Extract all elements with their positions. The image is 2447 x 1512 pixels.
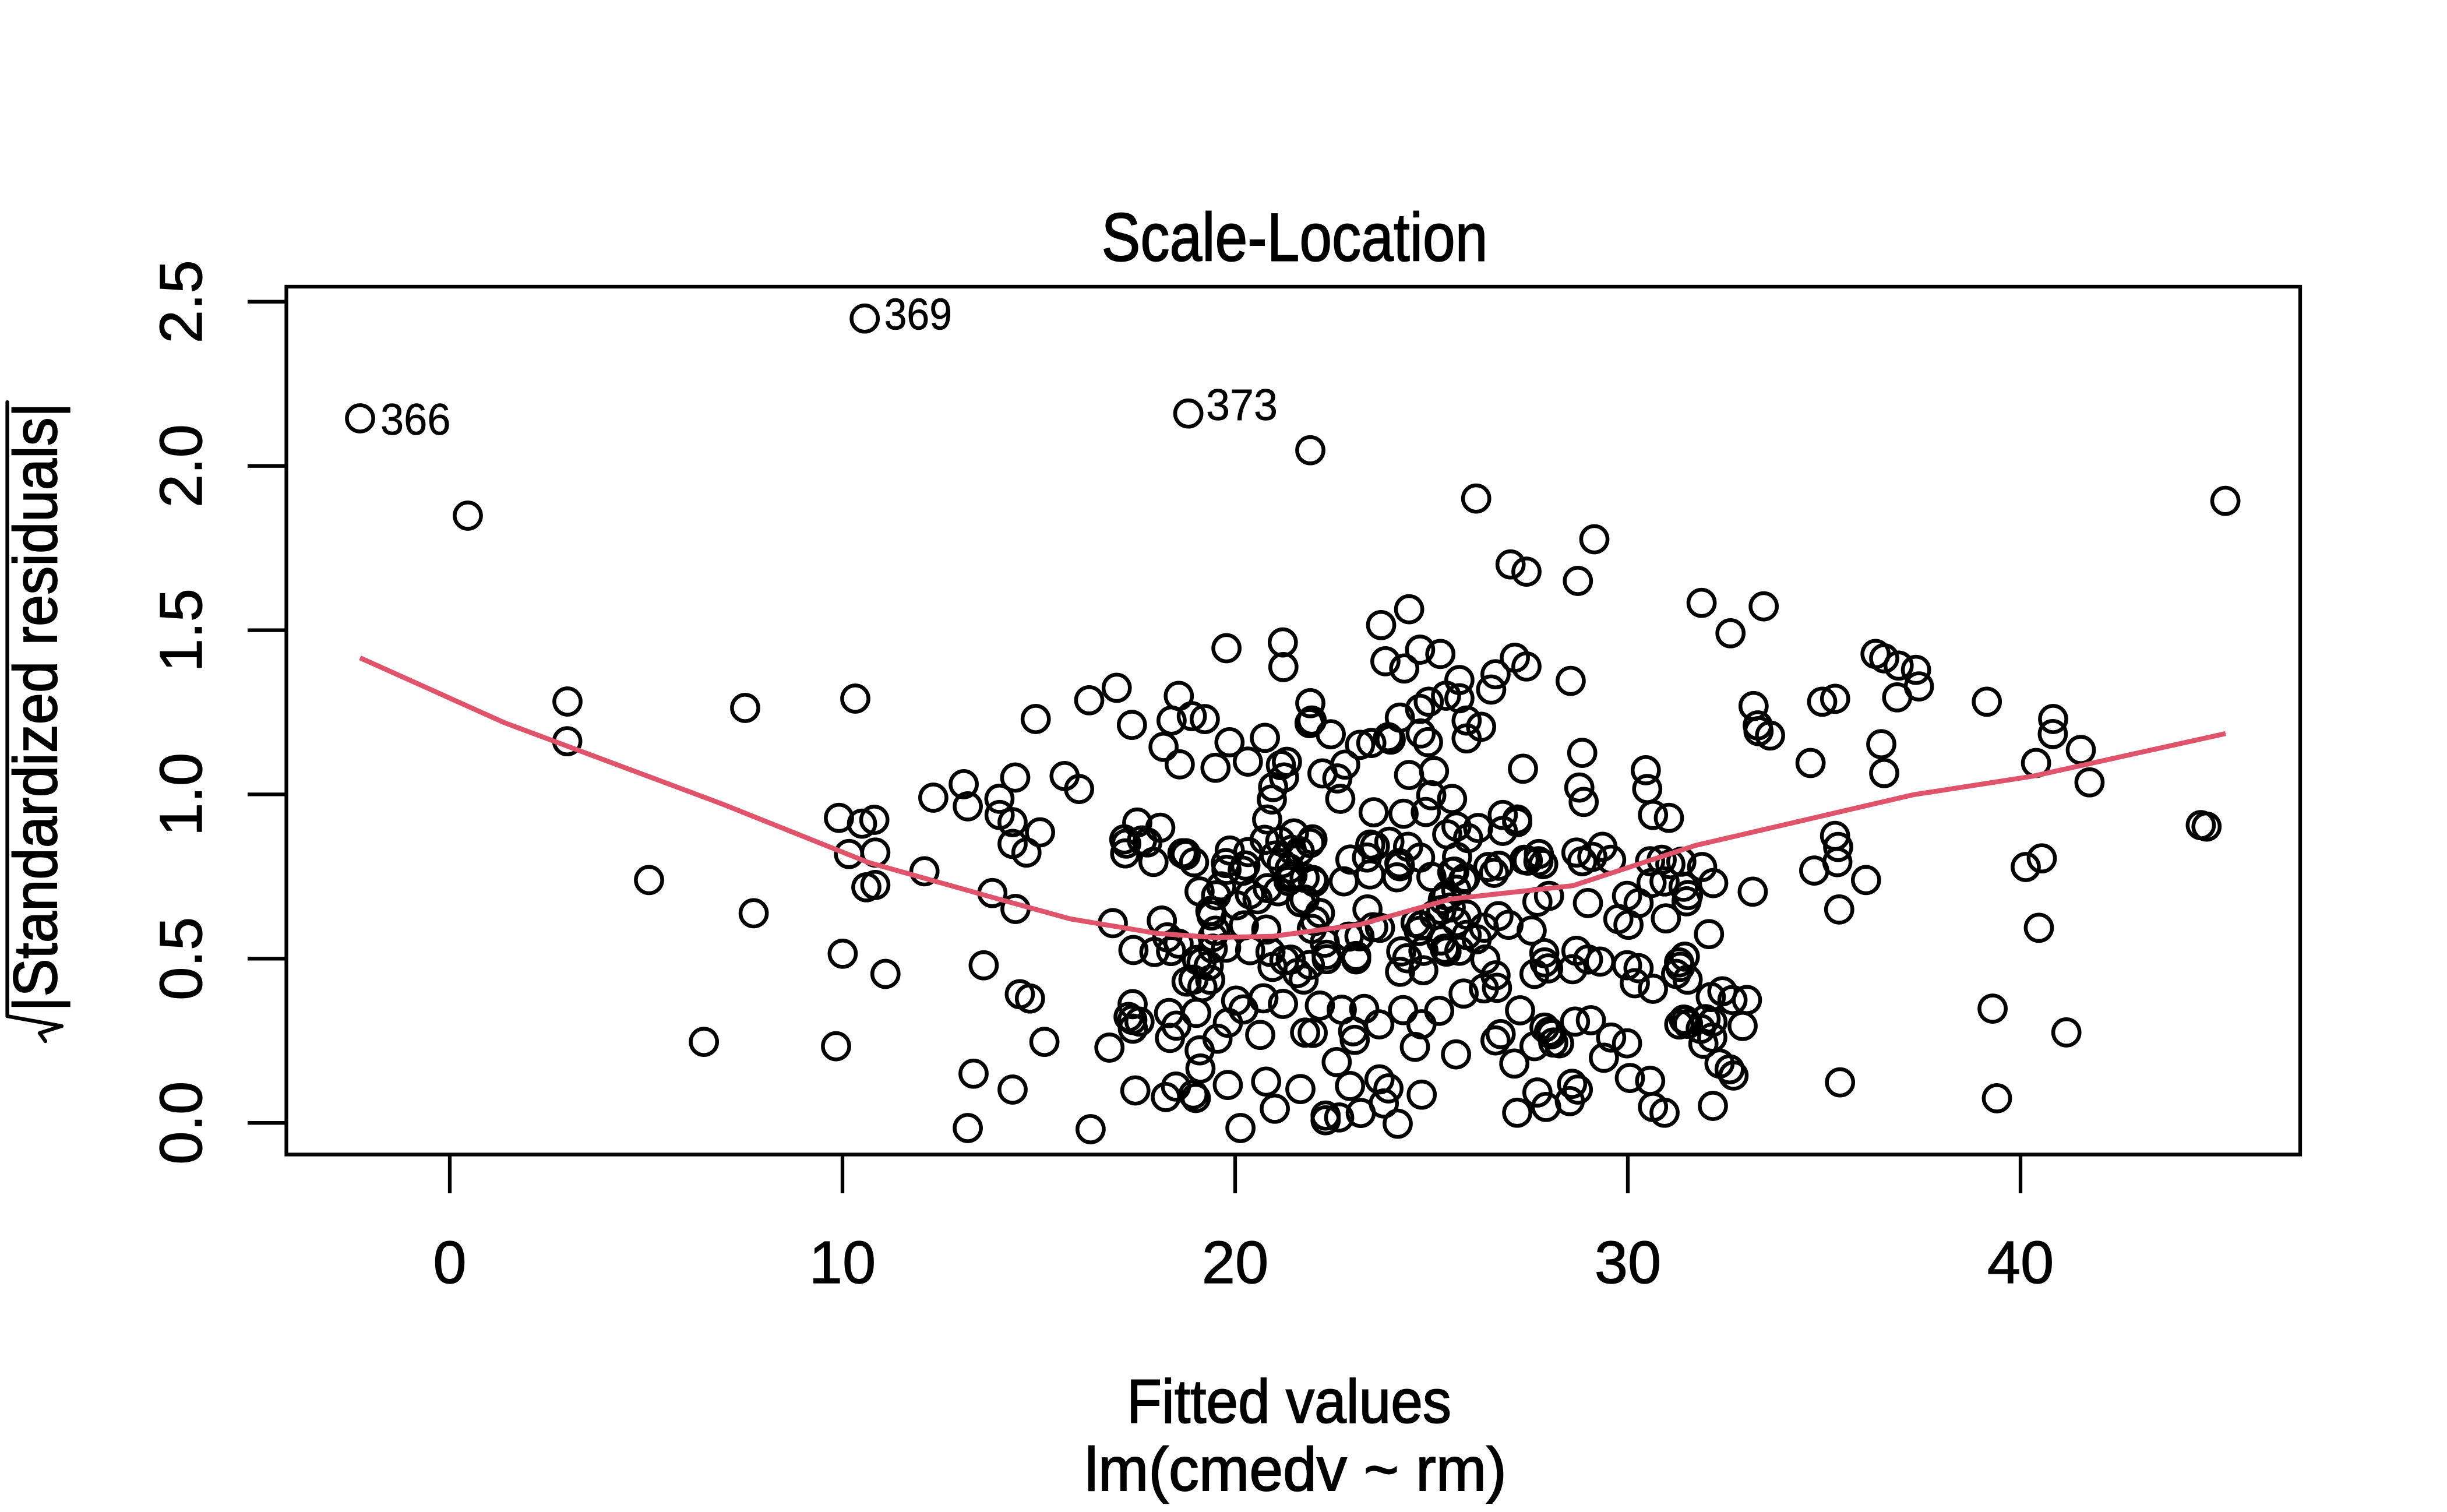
svg-text:Scale-Location: Scale-Location xyxy=(1102,199,1488,276)
svg-text:0.0: 0.0 xyxy=(147,1081,214,1165)
svg-text:0.5: 0.5 xyxy=(147,917,214,1000)
svg-text:366: 366 xyxy=(380,395,451,445)
svg-text:373: 373 xyxy=(1206,380,1278,430)
svg-text:Fitted values: Fitted values xyxy=(1127,1368,1451,1436)
svg-text:369: 369 xyxy=(884,290,953,339)
svg-text:40: 40 xyxy=(1987,1229,2054,1296)
svg-text:20: 20 xyxy=(1202,1229,1269,1296)
svg-text:30: 30 xyxy=(1595,1229,1662,1296)
svg-text:2.0: 2.0 xyxy=(147,424,214,507)
svg-text:0: 0 xyxy=(433,1229,466,1296)
svg-text:1.5: 1.5 xyxy=(147,588,214,672)
svg-text:1.0: 1.0 xyxy=(147,753,214,836)
svg-text:|Standardized residuals|: |Standardized residuals| xyxy=(1,403,70,1011)
svg-text:lm(cmedv ~ rm): lm(cmedv ~ rm) xyxy=(1085,1435,1507,1504)
svg-text:10: 10 xyxy=(809,1229,876,1296)
svg-text:2.5: 2.5 xyxy=(147,260,214,343)
